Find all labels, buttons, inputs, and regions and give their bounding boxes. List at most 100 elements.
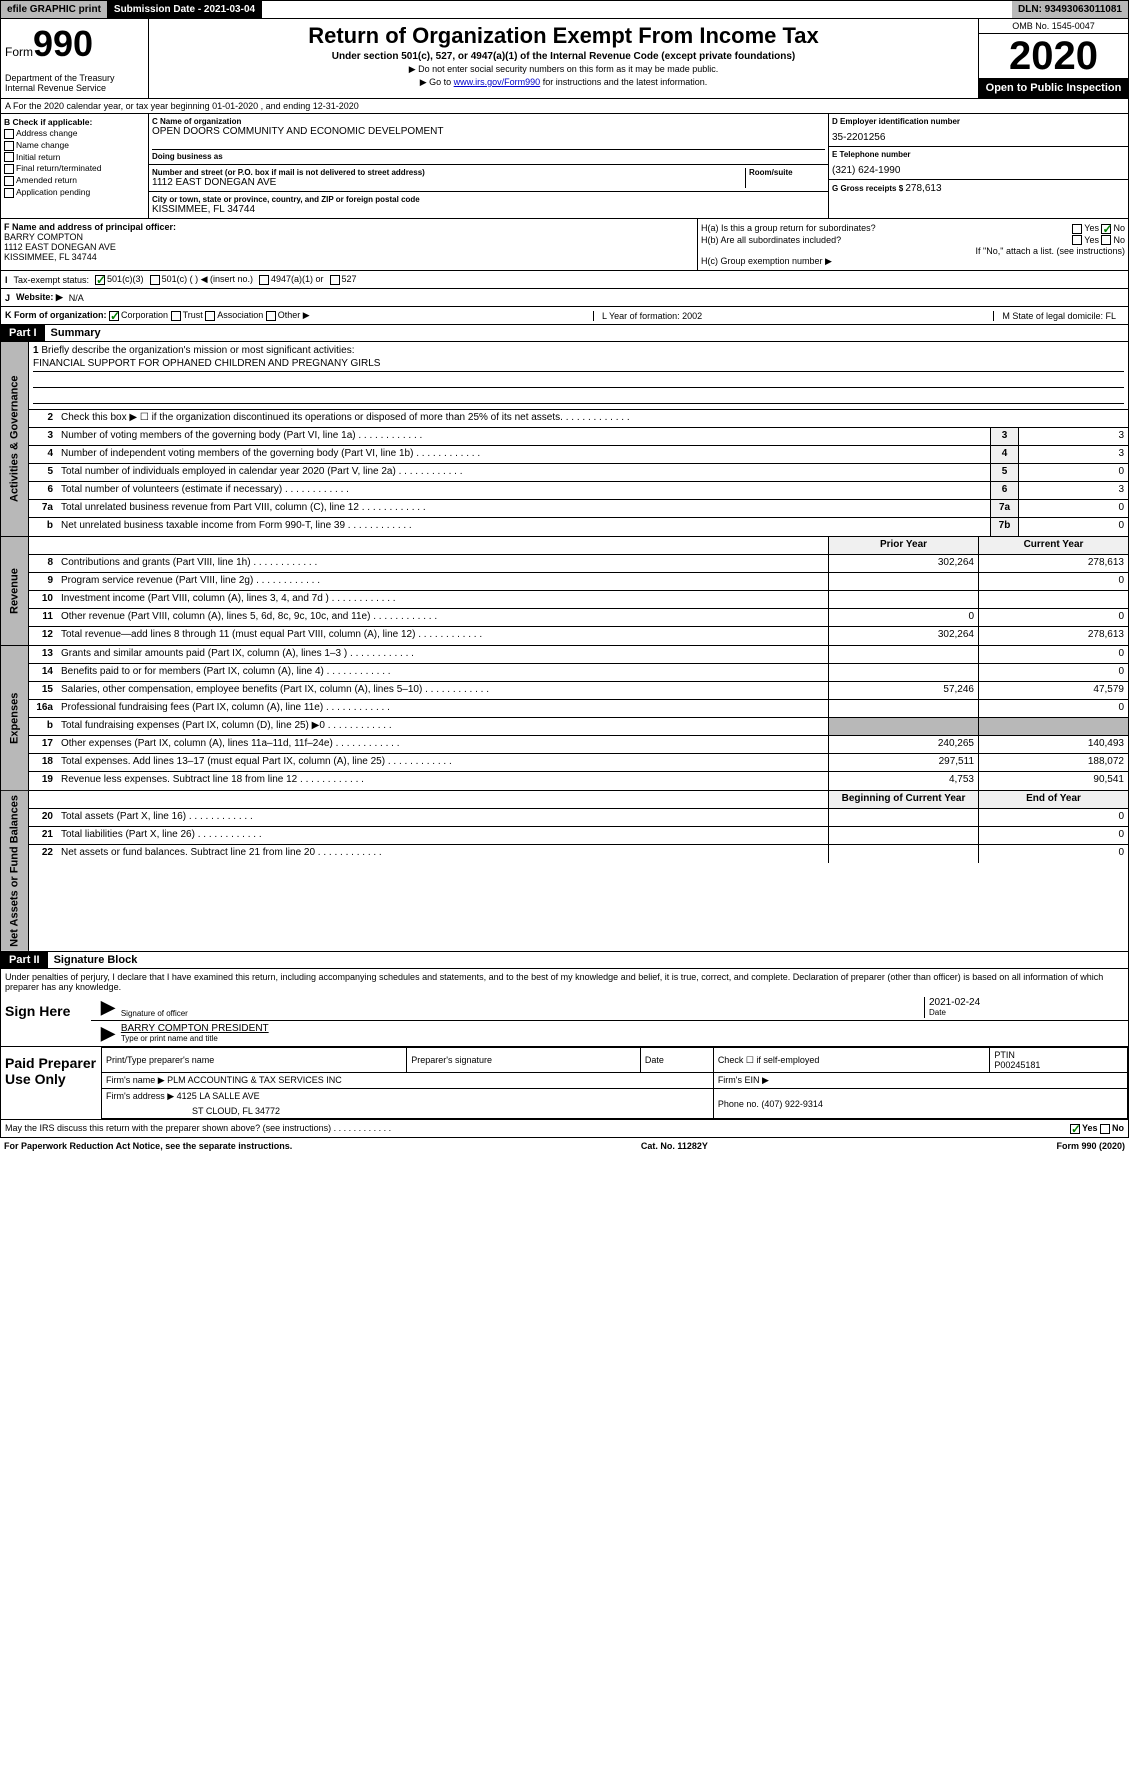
hb-label: H(b) Are all subordinates included? — [701, 235, 841, 246]
year-formation: L Year of formation: 2002 — [593, 311, 710, 321]
ha-label: H(a) Is this a group return for subordin… — [701, 223, 876, 234]
summary-governance: Activities & Governance 1 Briefly descri… — [0, 342, 1129, 537]
irs-link[interactable]: www.irs.gov/Form990 — [454, 77, 541, 87]
sig-officer-label: Signature of officer — [121, 1009, 924, 1018]
part2-title: Signature Block — [48, 952, 144, 968]
cb-initial[interactable]: Initial return — [4, 152, 145, 163]
arrow-icon: ▶ — [95, 997, 121, 1018]
rev-header-row: Prior Year Current Year — [29, 537, 1128, 555]
cb-corp[interactable]: Corporation — [109, 310, 168, 320]
mission-blank1 — [33, 374, 1124, 388]
tax-year: 2020 — [979, 34, 1128, 78]
note2-post: for instructions and the latest informat… — [540, 77, 707, 87]
cb-pending[interactable]: Application pending — [4, 187, 145, 198]
cb-final[interactable]: Final return/terminated — [4, 163, 145, 174]
efile-label[interactable]: efile GRAPHIC print — [1, 1, 108, 18]
summary-line: 12Total revenue—add lines 8 through 11 (… — [29, 627, 1128, 645]
summary-expenses: Expenses 13Grants and similar amounts pa… — [0, 646, 1129, 791]
ein: 35-2201256 — [832, 132, 1125, 143]
mission-label: Briefly describe the organization's miss… — [41, 345, 354, 356]
dba-label: Doing business as — [152, 149, 825, 161]
sig-date: 2021-02-24 — [929, 997, 1124, 1008]
paid-preparer-label: Paid Preparer Use Only — [1, 1047, 101, 1119]
vtab-governance: Activities & Governance — [1, 342, 29, 536]
prep-name-hdr: Print/Type preparer's name — [102, 1048, 407, 1073]
col-b: B Check if applicable: Address change Na… — [1, 114, 149, 218]
officer-addr1: 1112 EAST DONEGAN AVE — [4, 242, 694, 252]
summary-line: 22Net assets or fund balances. Subtract … — [29, 845, 1128, 863]
summary-line: 13Grants and similar amounts paid (Part … — [29, 646, 1128, 664]
website-value: N/A — [69, 293, 84, 303]
form-subtitle: Under section 501(c), 527, or 4947(a)(1)… — [153, 51, 974, 62]
col-c: C Name of organization OPEN DOORS COMMUN… — [149, 114, 828, 218]
cb-other[interactable]: Other ▶ — [266, 310, 310, 320]
blank — [29, 537, 57, 554]
summary-line: 11Other revenue (Part VIII, column (A), … — [29, 609, 1128, 627]
cb-address[interactable]: Address change — [4, 128, 145, 139]
cb-501c[interactable]: 501(c) ( ) ◀ (insert no.) — [150, 274, 253, 285]
line1-num: 1 — [33, 345, 39, 356]
cb-4947[interactable]: 4947(a)(1) or — [259, 274, 324, 285]
hb-answer: Yes No — [1072, 235, 1125, 246]
blank — [57, 791, 828, 808]
org-name: OPEN DOORS COMMUNITY AND ECONOMIC DEVELP… — [152, 126, 825, 137]
cb-name[interactable]: Name change — [4, 140, 145, 151]
summary-line: 9Program service revenue (Part VIII, lin… — [29, 573, 1128, 591]
firm-addr-label: Firm's address ▶ — [106, 1091, 174, 1101]
blank — [57, 537, 828, 554]
name-label: C Name of organization — [152, 117, 825, 126]
mission-block: 1 Briefly describe the organization's mi… — [29, 342, 1128, 410]
hb-note: If "No," attach a list. (see instruction… — [701, 246, 1125, 256]
form-990: 990 — [33, 23, 93, 64]
firm-phone-label: Phone no. — [718, 1099, 762, 1109]
discuss-row: May the IRS discuss this return with the… — [0, 1120, 1129, 1138]
arrow-icon: ▶ — [95, 1023, 121, 1044]
summary-line: 3Number of voting members of the governi… — [29, 428, 1128, 446]
summary-line: 21Total liabilities (Part X, line 26)0 — [29, 827, 1128, 845]
form-ref: Form 990 (2020) — [1056, 1141, 1125, 1151]
form-header: Form990 Department of the Treasury Inter… — [0, 19, 1129, 99]
dln: DLN: 93493063011081 — [1012, 1, 1128, 18]
paid-preparer-block: Paid Preparer Use Only Print/Type prepar… — [0, 1047, 1129, 1120]
summary-line: 16aProfessional fundraising fees (Part I… — [29, 700, 1128, 718]
col-b-title: B Check if applicable: — [4, 117, 145, 127]
officer-label: F Name and address of principal officer: — [4, 222, 694, 232]
part1-tab: Part I — [1, 325, 45, 341]
discuss-question: May the IRS discuss this return with the… — [5, 1123, 391, 1134]
summary-revenue: Revenue Prior Year Current Year 8Contrib… — [0, 537, 1129, 646]
block-bcd: B Check if applicable: Address change Na… — [0, 114, 1129, 219]
cb-527[interactable]: 527 — [330, 274, 357, 285]
end-year-hdr: End of Year — [978, 791, 1128, 808]
header-right: OMB No. 1545-0047 2020 Open to Public In… — [978, 19, 1128, 98]
summary-line: 20Total assets (Part X, line 16)0 — [29, 809, 1128, 827]
row-k: K Form of organization: Corporation Trus… — [0, 307, 1129, 325]
summary-netassets: Net Assets or Fund Balances Beginning of… — [0, 791, 1129, 952]
mission-blank2 — [33, 390, 1124, 404]
row-a: A For the 2020 calendar year, or tax yea… — [0, 99, 1129, 114]
summary-line: 15Salaries, other compensation, employee… — [29, 682, 1128, 700]
summary-line: bNet unrelated business taxable income f… — [29, 518, 1128, 536]
cb-assoc[interactable]: Association — [205, 310, 263, 320]
firm-ein-label: Firm's EIN ▶ — [713, 1073, 1127, 1089]
cb-amended[interactable]: Amended return — [4, 175, 145, 186]
phone: (321) 624-1990 — [832, 165, 1125, 176]
blank — [29, 791, 57, 808]
block-fh: F Name and address of principal officer:… — [0, 219, 1129, 271]
summary-line: 4Number of independent voting members of… — [29, 446, 1128, 464]
summary-line: 10Investment income (Part VIII, column (… — [29, 591, 1128, 609]
cb-501c3[interactable]: 501(c)(3) — [95, 274, 144, 285]
discuss-answer: Yes No — [1070, 1123, 1124, 1134]
vtab-netassets: Net Assets or Fund Balances — [1, 791, 29, 951]
beg-year-hdr: Beginning of Current Year — [828, 791, 978, 808]
summary-line: bTotal fundraising expenses (Part IX, co… — [29, 718, 1128, 736]
signature-block: Under penalties of perjury, I declare th… — [0, 969, 1129, 1047]
form-number: Form990 — [5, 23, 144, 65]
cb-trust[interactable]: Trust — [171, 310, 203, 320]
part2-header: Part II Signature Block — [0, 952, 1129, 969]
firm-phone: (407) 922-9314 — [761, 1099, 823, 1109]
ptin-value: P00245181 — [994, 1060, 1040, 1070]
sign-here-label: Sign Here — [1, 995, 91, 1046]
summary-line: 18Total expenses. Add lines 13–17 (must … — [29, 754, 1128, 772]
submission-date: Submission Date - 2021-03-04 — [108, 1, 262, 18]
city-state-zip: KISSIMMEE, FL 34744 — [152, 204, 825, 215]
